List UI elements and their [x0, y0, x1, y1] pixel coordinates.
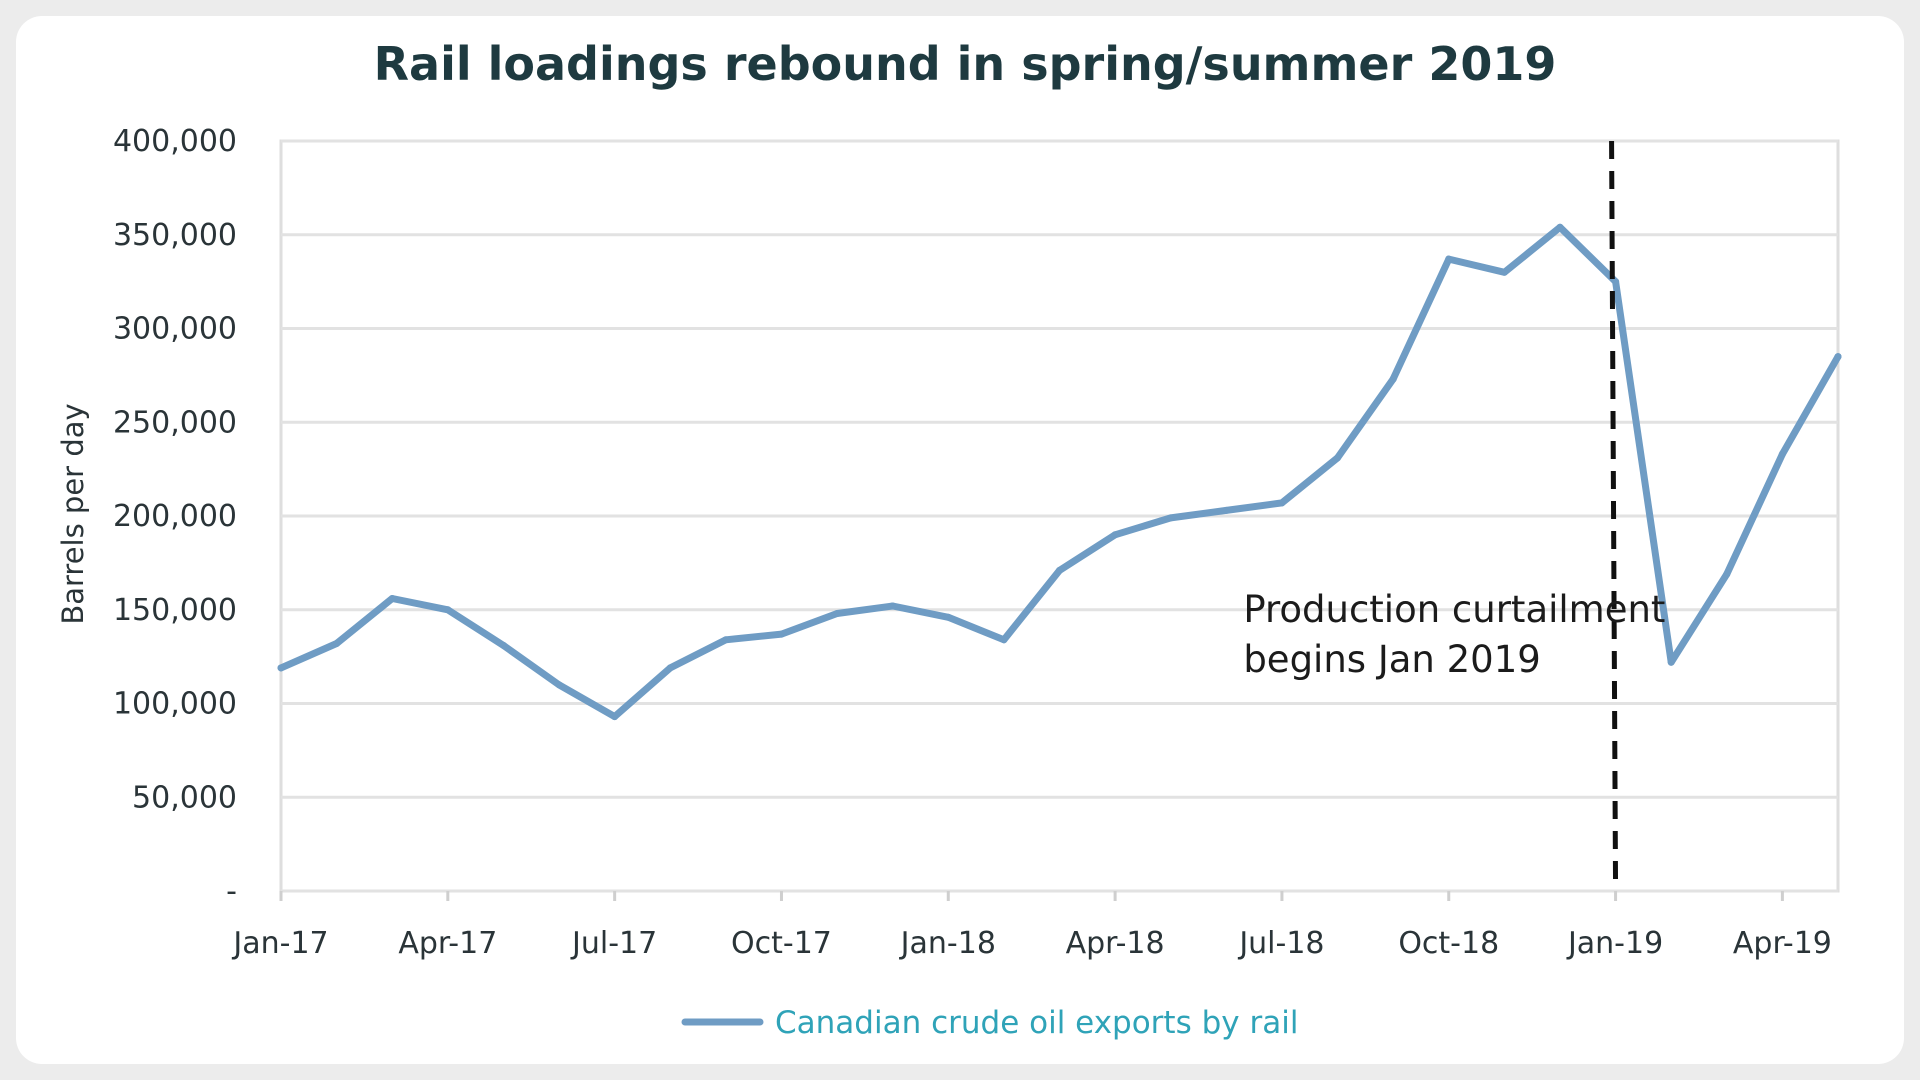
y-tick-label-3: 150,000 [113, 593, 237, 628]
x-tick-label-7: Oct-18 [1398, 926, 1499, 961]
data-point-Dec-17 [889, 602, 897, 610]
x-tick-label-0: Jan-17 [231, 926, 328, 961]
legend: Canadian crude oil exports by rail [681, 1005, 1298, 1041]
y-tick-label-8: 400,000 [113, 124, 237, 159]
series-layer [277, 223, 1842, 721]
data-point-Apr-18 [1111, 531, 1119, 539]
data-point-Nov-17 [833, 610, 841, 617]
legend-label: Canadian crude oil exports by rail [775, 1005, 1298, 1041]
data-point-Oct-18 [1445, 255, 1453, 263]
x-tick-label-6: Jul-18 [1237, 926, 1324, 961]
annotation-line-1: begins Jan 2019 [1243, 638, 1540, 681]
reference-line [1609, 140, 1619, 892]
data-point-Jul-17 [611, 713, 619, 721]
data-point-Jan-18 [944, 613, 952, 621]
y-tick-label-1: 50,000 [132, 780, 237, 815]
x-tick-label-3: Oct-17 [731, 926, 832, 961]
y-tick-label-2: 100,000 [113, 687, 237, 722]
x-axis-ticks: Jan-17 Apr-17 Jul-17 Oct-17 Jan-18 Apr-18 Jul-… [231, 891, 1832, 961]
reference-line-layer [1609, 140, 1619, 892]
data-point-Aug-17 [666, 664, 674, 672]
series-line-0 [277, 223, 1842, 721]
y-axis-ticks: - 50,000 100,000 150,000 200,000 250,000 300,0… [113, 124, 237, 909]
x-tick-label-4: Jan-18 [899, 926, 996, 961]
data-point-Aug-18 [1334, 454, 1342, 462]
annotation-line-0: Production curtailment [1243, 588, 1665, 631]
data-point-Feb-19 [1667, 658, 1675, 666]
chart-card [16, 16, 1904, 1064]
x-tick-label-1: Apr-17 [398, 926, 497, 961]
y-axis-title: Barrels per day [56, 403, 90, 624]
data-point-Sep-18 [1389, 375, 1397, 383]
data-point-Jun-17 [555, 681, 563, 689]
data-point-Sep-17 [722, 636, 730, 644]
y-tick-label-0: - [226, 874, 237, 909]
data-point-Mar-19 [1723, 570, 1731, 578]
x-tick-label-5: Apr-18 [1066, 926, 1165, 961]
data-point-May-18 [1167, 514, 1175, 522]
y-tick-label-5: 250,000 [113, 405, 237, 440]
y-tick-label-6: 300,000 [113, 312, 237, 347]
data-point-Jan-17 [277, 664, 285, 672]
x-tick-label-8: Jan-19 [1566, 926, 1663, 961]
data-point-Feb-17 [333, 640, 341, 647]
data-point-Mar-18 [1056, 566, 1063, 574]
y-tick-label-4: 200,000 [113, 499, 237, 534]
data-point-Jul-18 [1278, 499, 1286, 507]
y-tick-label-7: 350,000 [113, 218, 237, 253]
data-point-Mar-17 [388, 595, 396, 602]
data-point-May-17 [499, 641, 507, 649]
x-tick-label-9: Apr-19 [1733, 926, 1832, 961]
data-point-Dec-18 [1556, 223, 1564, 231]
annotation: Production curtailment begins Jan 2019 [1243, 588, 1665, 681]
data-point-Feb-18 [1000, 636, 1008, 644]
data-point-Nov-18 [1500, 268, 1508, 276]
data-point-May-19 [1834, 353, 1842, 361]
data-point-Apr-19 [1778, 450, 1786, 458]
data-point-Jan-19 [1612, 278, 1620, 286]
data-point-Jun-18 [1222, 506, 1230, 514]
data-point-Apr-17 [444, 606, 452, 614]
gridlines [279, 139, 1840, 893]
chart-title: Rail loadings rebound in spring/summer 2… [374, 37, 1557, 91]
x-tick-label-2: Jul-17 [570, 926, 657, 961]
data-point-Oct-17 [777, 630, 785, 638]
